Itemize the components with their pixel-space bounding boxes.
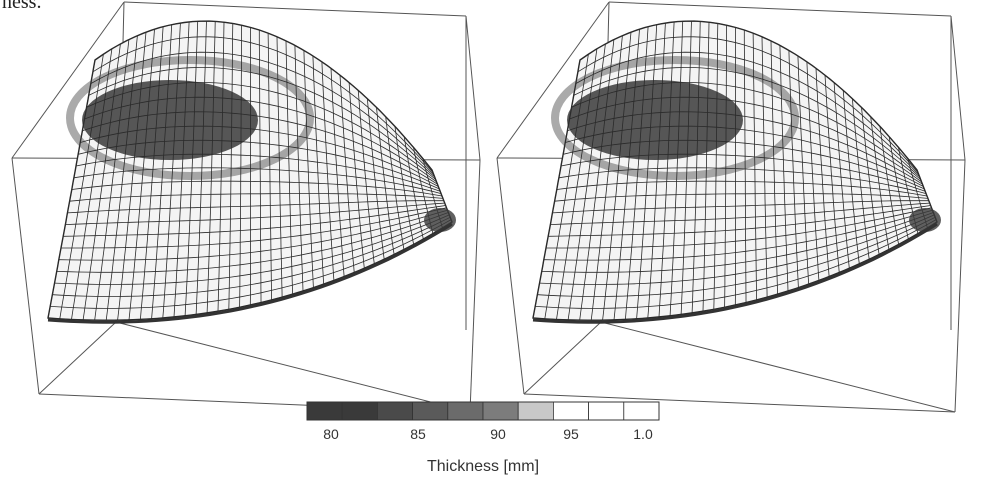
legend-swatch (376, 401, 413, 421)
right-model-bounding-box-edge (496, 157, 525, 395)
right-model-mesh-line-v (535, 219, 937, 309)
left-model-bounding-box-edge (38, 321, 117, 395)
right-model-mesh-line-v (543, 209, 933, 261)
legend-swatch (412, 401, 449, 421)
left-model-bounding-box-edge (123, 1, 467, 17)
right-model-bounding-box-edge (523, 393, 956, 413)
legend-tick-90: 90 (490, 426, 506, 442)
right-model-mesh-line-v (532, 221, 938, 321)
left-model-mesh-line-v (52, 216, 451, 297)
legend-title: Thickness [mm] (426, 458, 540, 475)
legend-swatch (306, 401, 343, 421)
left-model-mesh-line-v (65, 202, 445, 225)
left-model-mesh-line-v (84, 96, 437, 183)
left-model-bounding-box-edge (469, 159, 481, 413)
left-model-mesh-line-v (80, 125, 439, 187)
legend-swatch (482, 401, 519, 421)
legend-swatch (588, 401, 625, 421)
right-model-panel (496, 1, 966, 413)
legend-swatch (517, 401, 554, 421)
right-model-mesh-line-v (554, 193, 928, 202)
legend-frame (306, 401, 660, 421)
left-model-mesh-line-v (78, 139, 440, 190)
left-model-mesh-line-v (61, 207, 447, 249)
left-model-mesh-line-v (86, 82, 436, 180)
legend-swatch (623, 401, 660, 421)
legend-tick-100: 1.0 (633, 426, 653, 442)
right-model-mesh-line-v (541, 212, 934, 273)
right-model-mesh-line-v (579, 20, 918, 171)
left-model-bounding-box-edge (465, 15, 481, 161)
right-model-mesh-line-v (563, 139, 925, 190)
cropped-caption-text: ness. (2, 0, 42, 13)
left-model-mesh-line-v (58, 209, 448, 261)
right-model-mesh-line-v (571, 82, 921, 180)
right-model-mesh-line-v (565, 125, 924, 187)
right-model-bounding-box-edge (950, 15, 966, 161)
left-model-tip-cluster (424, 208, 456, 232)
right-model-mesh-line-v (575, 51, 920, 175)
right-model-mesh-line-v (560, 153, 926, 192)
right-model-mesh-line-v (546, 207, 932, 249)
right-model-bounding-box-edge (496, 1, 610, 159)
legend-swatch (447, 401, 484, 421)
legend-tick-95: 95 (563, 426, 579, 442)
right-model-bounding-box-edge (600, 321, 956, 413)
left-model-mesh-line-v (63, 205, 446, 237)
left-model-mesh-line-v (47, 221, 453, 321)
right-model-front-edge (532, 222, 938, 324)
left-model-panel (11, 1, 481, 413)
right-model-mesh-line-v (552, 200, 929, 214)
left-model-mesh-line-v (94, 20, 433, 171)
right-model-thinning-zone-halo (551, 56, 799, 180)
left-model-mesh-line-v (67, 200, 444, 214)
left-model-thinning-zone (82, 80, 258, 160)
left-model-mesh-line-v (92, 36, 434, 173)
right-model-mesh-line-v (577, 36, 919, 173)
left-model-mesh-line-v (54, 214, 450, 285)
left-model-thinning-zone-halo (66, 56, 314, 180)
left-model-mesh-line-v (50, 219, 452, 309)
legend-swatch (341, 401, 378, 421)
right-model-mesh-line-v (556, 180, 928, 197)
right-model-mesh-line-v (569, 96, 922, 183)
right-model-thinning-zone (567, 80, 743, 160)
left-model-mesh-line-v (69, 193, 443, 202)
left-model-bounding-box-edge (115, 321, 471, 413)
left-model-bounding-box-edge (11, 1, 125, 159)
thickness-legend-bar (306, 401, 660, 421)
right-model-mesh-line-v (558, 167, 927, 194)
right-model-mesh-line-v (539, 214, 935, 285)
left-model-mesh-line-v (75, 153, 441, 192)
left-model-mesh-line-v (88, 67, 435, 178)
right-model-mesh-line-v (573, 67, 920, 178)
right-model-mesh-line-v (567, 111, 923, 185)
right-model-mesh-line-v (550, 202, 930, 225)
right-model-bounding-box-edge (608, 1, 952, 17)
left-model-mesh-line-v (90, 51, 435, 175)
left-model-front-edge (47, 222, 453, 324)
left-model-mesh (47, 20, 453, 321)
left-model-mesh-line-v (56, 212, 449, 273)
left-model-mesh-line-v (71, 180, 443, 197)
left-model-mesh-line-v (82, 111, 438, 185)
legend-tick-85: 85 (410, 426, 426, 442)
left-model-bounding-box-edge (11, 157, 40, 395)
legend-tick-80: 80 (323, 426, 339, 442)
right-model-bounding-box-edge (523, 321, 602, 395)
left-model-mesh-line-v (73, 167, 442, 194)
right-model-mesh-line-v (537, 216, 936, 297)
right-model-bounding-box-edge (954, 159, 966, 413)
right-model-mesh-line-v (548, 205, 931, 237)
legend-swatch (553, 401, 590, 421)
right-model-tip-cluster (909, 208, 941, 232)
right-model-mesh (532, 20, 938, 321)
